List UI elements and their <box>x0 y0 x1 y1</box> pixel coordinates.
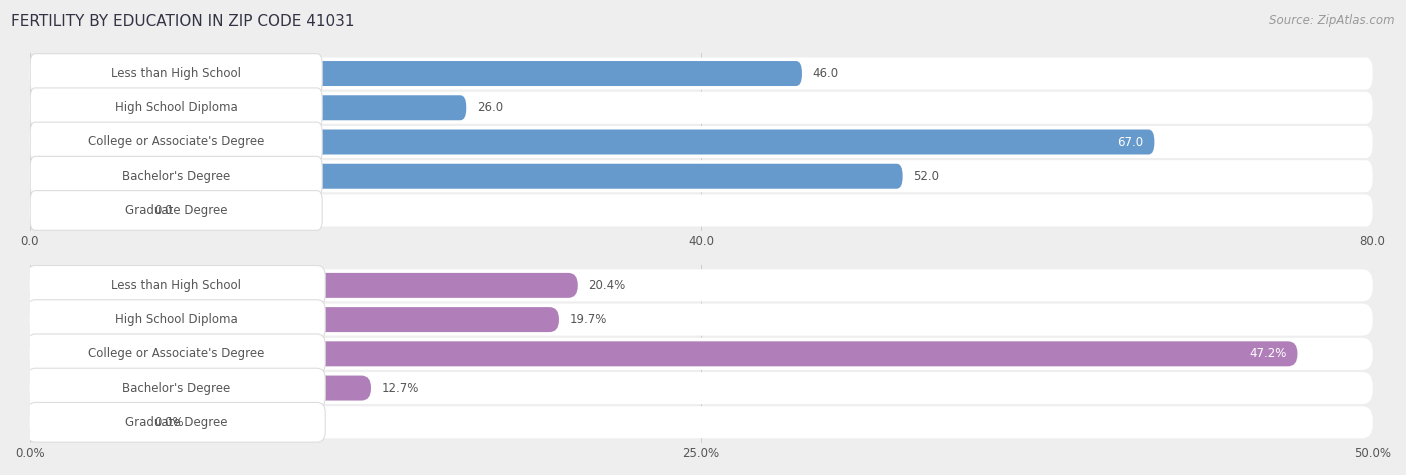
FancyBboxPatch shape <box>30 273 578 298</box>
Text: Bachelor's Degree: Bachelor's Degree <box>122 381 231 395</box>
FancyBboxPatch shape <box>30 130 1154 154</box>
FancyBboxPatch shape <box>30 88 322 128</box>
Text: 67.0: 67.0 <box>1118 135 1143 149</box>
FancyBboxPatch shape <box>30 122 322 162</box>
FancyBboxPatch shape <box>30 269 1372 302</box>
FancyBboxPatch shape <box>30 304 1372 336</box>
Text: Graduate Degree: Graduate Degree <box>125 416 228 429</box>
FancyBboxPatch shape <box>30 164 903 189</box>
Text: High School Diploma: High School Diploma <box>115 313 238 326</box>
Text: Bachelor's Degree: Bachelor's Degree <box>122 170 231 183</box>
FancyBboxPatch shape <box>30 95 467 120</box>
Text: 26.0: 26.0 <box>477 101 503 114</box>
FancyBboxPatch shape <box>30 61 801 86</box>
Text: FERTILITY BY EDUCATION IN ZIP CODE 41031: FERTILITY BY EDUCATION IN ZIP CODE 41031 <box>11 14 354 29</box>
FancyBboxPatch shape <box>30 198 143 223</box>
Text: College or Associate's Degree: College or Associate's Degree <box>89 347 264 361</box>
FancyBboxPatch shape <box>27 300 325 340</box>
FancyBboxPatch shape <box>27 334 325 374</box>
FancyBboxPatch shape <box>30 160 1372 192</box>
FancyBboxPatch shape <box>30 92 1372 124</box>
Text: Source: ZipAtlas.com: Source: ZipAtlas.com <box>1270 14 1395 27</box>
FancyBboxPatch shape <box>30 410 143 435</box>
Text: Less than High School: Less than High School <box>111 279 242 292</box>
Text: Less than High School: Less than High School <box>111 67 242 80</box>
FancyBboxPatch shape <box>30 194 1372 227</box>
Text: 12.7%: 12.7% <box>381 381 419 395</box>
FancyBboxPatch shape <box>30 338 1372 370</box>
FancyBboxPatch shape <box>27 266 325 305</box>
FancyBboxPatch shape <box>27 368 325 408</box>
Text: 47.2%: 47.2% <box>1249 347 1286 361</box>
Text: High School Diploma: High School Diploma <box>115 101 238 114</box>
FancyBboxPatch shape <box>30 156 322 196</box>
Text: 19.7%: 19.7% <box>569 313 607 326</box>
FancyBboxPatch shape <box>30 372 1372 404</box>
FancyBboxPatch shape <box>30 376 371 400</box>
FancyBboxPatch shape <box>30 126 1372 158</box>
FancyBboxPatch shape <box>30 342 1298 366</box>
Text: 46.0: 46.0 <box>813 67 839 80</box>
FancyBboxPatch shape <box>30 307 560 332</box>
Text: 0.0%: 0.0% <box>155 416 184 429</box>
FancyBboxPatch shape <box>30 54 322 94</box>
FancyBboxPatch shape <box>30 406 1372 438</box>
FancyBboxPatch shape <box>30 57 1372 90</box>
Text: 52.0: 52.0 <box>914 170 939 183</box>
Text: 20.4%: 20.4% <box>588 279 626 292</box>
FancyBboxPatch shape <box>27 402 325 442</box>
Text: Graduate Degree: Graduate Degree <box>125 204 228 217</box>
Text: College or Associate's Degree: College or Associate's Degree <box>89 135 264 149</box>
Text: 0.0: 0.0 <box>155 204 173 217</box>
FancyBboxPatch shape <box>30 190 322 230</box>
